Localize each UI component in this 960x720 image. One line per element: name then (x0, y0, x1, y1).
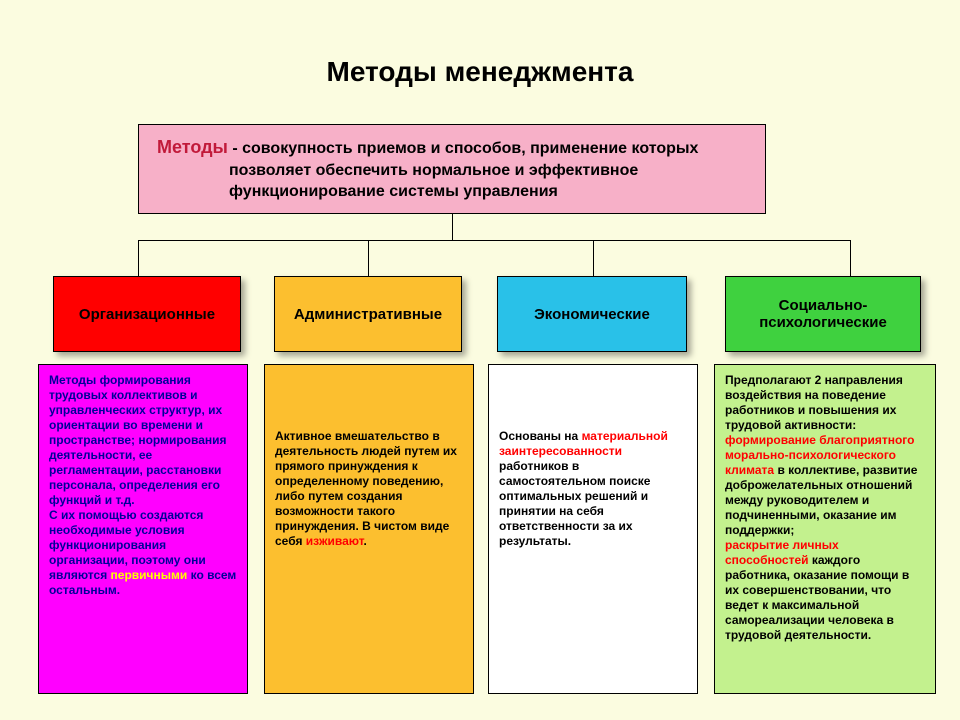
definition-text-1: - совокупность приемов и способов, приме… (228, 140, 699, 157)
connector-drop-3 (850, 240, 851, 276)
description-text: Активное вмешательство в деятельность лю… (275, 429, 457, 548)
connector-main-drop (452, 214, 453, 240)
description-text: . (364, 534, 367, 548)
connector-drop-2 (593, 240, 594, 276)
category-label: Социально-психологические (730, 297, 916, 331)
page-title: Методы менеджмента (0, 56, 960, 88)
description-text: работников в самостоятельном поиске опти… (499, 459, 650, 548)
category-label: Административные (294, 306, 442, 323)
definition-text-3: функционирование системы управления (157, 181, 747, 203)
category-box-administrative: Административные (274, 276, 462, 352)
description-box-organizational: Методы формирования трудовых коллективов… (38, 364, 248, 694)
category-box-organizational: Организационные (53, 276, 241, 352)
description-text: Основаны на (499, 429, 582, 443)
definition-box: Методы - совокупность приемов и способов… (138, 124, 766, 214)
description-text: Методы формирования трудовых коллективов… (49, 373, 227, 507)
connector-drop-1 (368, 240, 369, 276)
definition-keyword: Методы (157, 137, 228, 157)
description-box-administrative: Активное вмешательство в деятельность лю… (264, 364, 474, 694)
description-text: Предполагают 2 направления воздействия н… (725, 373, 903, 432)
connector-drop-0 (138, 240, 139, 276)
category-label: Экономические (534, 306, 650, 323)
definition-text-2: позволяет обеспечить нормальное и эффект… (157, 160, 747, 182)
category-box-economic: Экономические (497, 276, 687, 352)
highlight-text: первичными (111, 568, 188, 582)
connector-horizontal (138, 240, 851, 241)
description-box-social-psych: Предполагают 2 направления воздействия н… (714, 364, 936, 694)
category-label: Организационные (79, 306, 215, 323)
highlight-text: изживают (306, 534, 364, 548)
category-box-social-psych: Социально-психологические (725, 276, 921, 352)
description-box-economic: Основаны на материальной заинтересованно… (488, 364, 698, 694)
